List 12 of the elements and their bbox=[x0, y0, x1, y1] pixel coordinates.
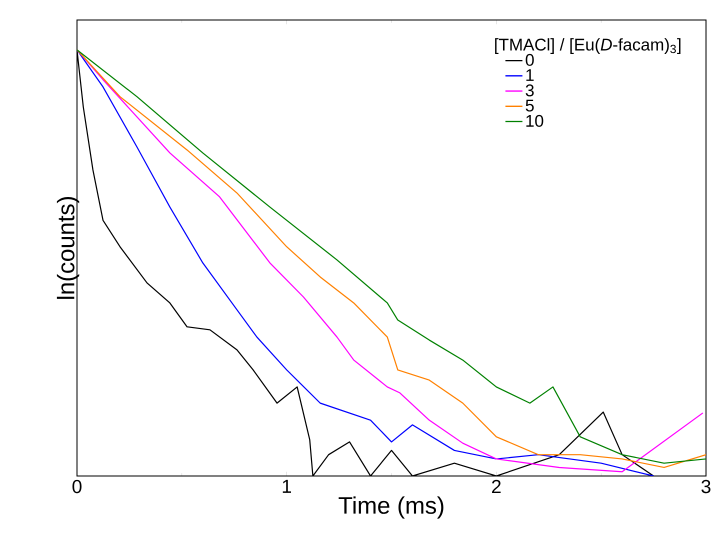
x-axis-title: Time (ms) bbox=[338, 496, 444, 519]
y-axis-title: ln(counts) bbox=[56, 197, 80, 299]
x-tick-label: 2 bbox=[492, 480, 501, 494]
legend-label: 0 bbox=[526, 54, 534, 66]
x-tick-label: 3 bbox=[701, 480, 710, 494]
legend-title: [TMACl] / [Eu(D-facam)$_{3}$] bbox=[495, 38, 680, 54]
legend-label: 1 bbox=[526, 69, 534, 81]
legend-label: 3 bbox=[526, 84, 534, 96]
legend-label: 10 bbox=[526, 114, 544, 127]
x-tick-label: 0 bbox=[72, 480, 82, 494]
x-tick-label: 1 bbox=[282, 480, 291, 493]
legend-label: 5 bbox=[526, 100, 534, 112]
